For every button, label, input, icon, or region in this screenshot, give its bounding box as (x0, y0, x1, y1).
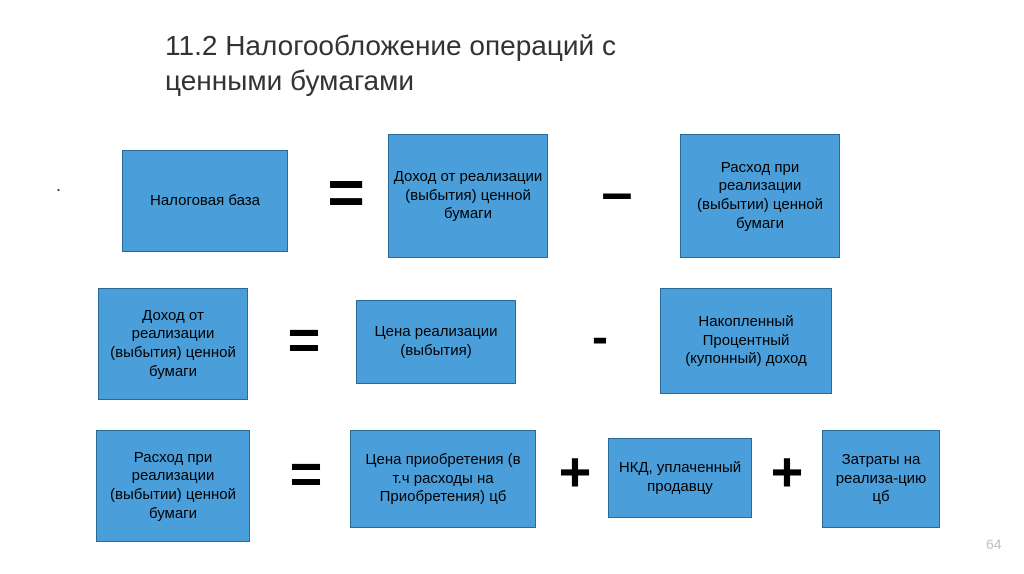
box-sale-price: Цена реализации (выбытия) (356, 300, 516, 384)
slide-title: 11.2 Налогообложение операций с ценными … (165, 28, 616, 98)
op-equals-1: = (316, 160, 376, 224)
box-sale-costs: Затраты на реализа-цию цб (822, 430, 940, 528)
op-minus-2: - (570, 314, 630, 362)
op-minus-1: – (582, 164, 652, 220)
page-number: 64 (986, 536, 1002, 552)
box-expense-sale-2: Расход при реализации (выбытии) ценной б… (96, 430, 250, 542)
op-plus-2: + (762, 444, 812, 500)
box-purchase-price: Цена приобретения (в т.ч расходы на Прио… (350, 430, 536, 528)
op-equals-3: = (276, 446, 336, 502)
op-equals-2: = (274, 312, 334, 368)
title-line-1: 11.2 Налогообложение операций с (165, 30, 616, 61)
box-nkd-paid: НКД, уплаченный продавцу (608, 438, 752, 518)
box-income-sale-1: Доход от реализации (выбытия) ценной бум… (388, 134, 548, 258)
box-tax-base: Налоговая база (122, 150, 288, 252)
title-line-2: ценными бумагами (165, 65, 414, 96)
box-income-sale-2: Доход от реализации (выбытия) ценной бум… (98, 288, 248, 400)
box-coupon-income: Накопленный Процентный (купонный) доход (660, 288, 832, 394)
op-plus-1: + (550, 444, 600, 500)
box-expense-sale-1: Расход при реализации (выбытии) ценной б… (680, 134, 840, 258)
bullet-dot: . (56, 175, 61, 196)
